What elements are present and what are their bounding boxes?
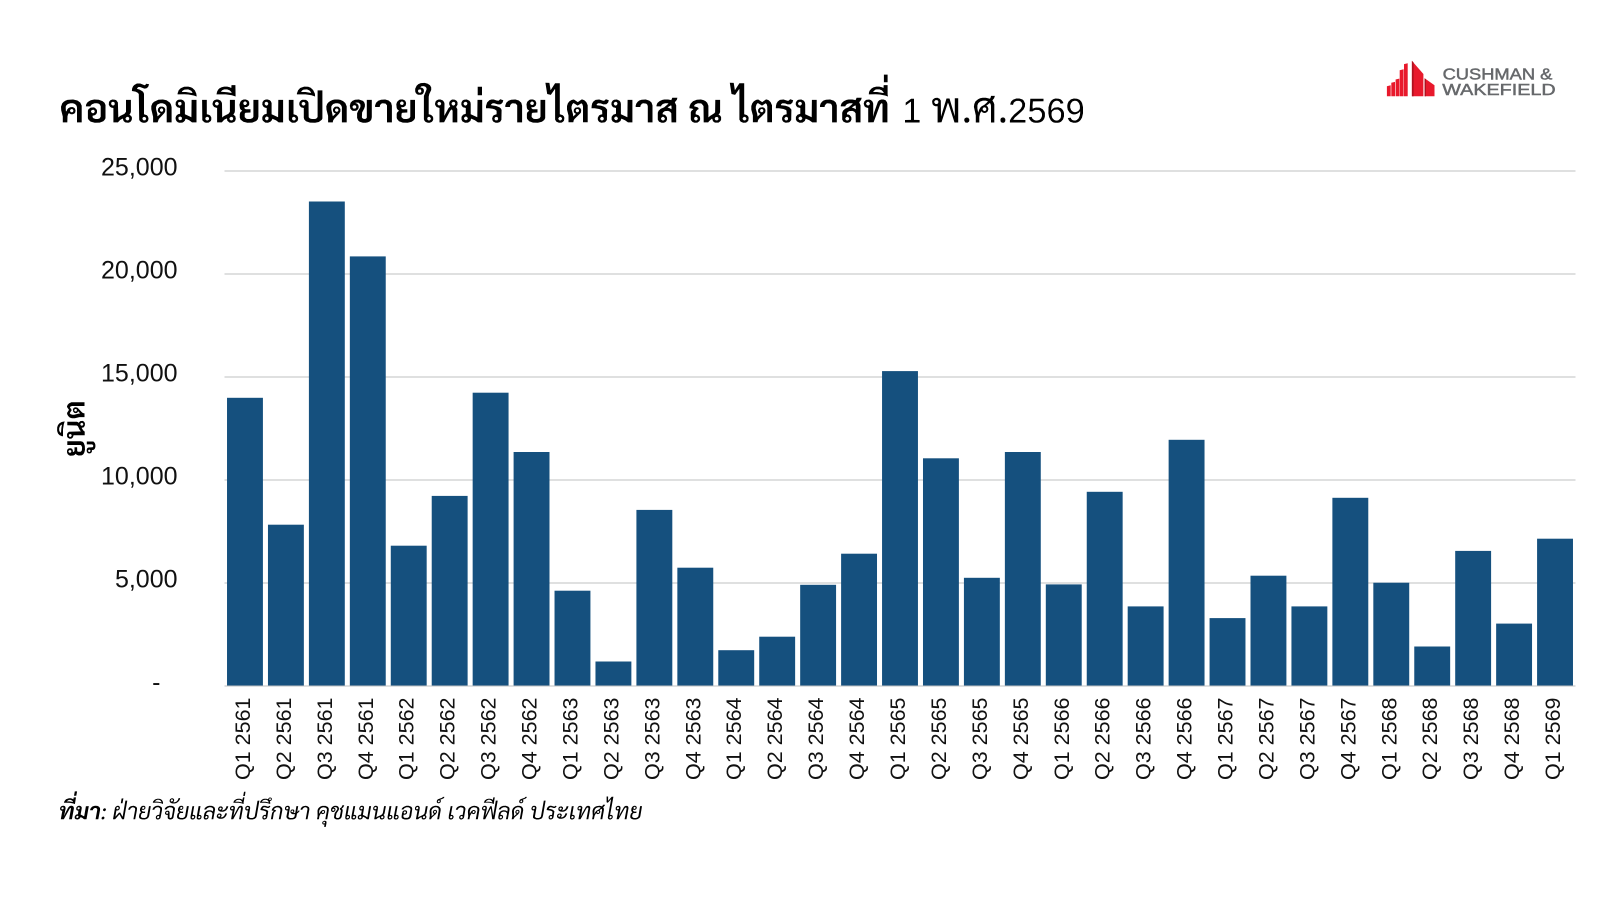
svg-text:Q4 2567: Q4 2567 <box>1336 698 1360 780</box>
svg-text:Q4 2566: Q4 2566 <box>1173 697 1197 780</box>
svg-text:Q3 2567: Q3 2567 <box>1295 698 1319 780</box>
svg-text:Q1 2561: Q1 2561 <box>231 698 255 780</box>
svg-text:20,000: 20,000 <box>101 257 177 285</box>
svg-text:WAKEFIELD: WAKEFIELD <box>1442 82 1555 99</box>
svg-text:-: - <box>152 669 160 697</box>
svg-text:Q4 2562: Q4 2562 <box>518 698 542 780</box>
svg-text:Q4 2563: Q4 2563 <box>681 697 705 780</box>
svg-text:Q4 2561: Q4 2561 <box>354 698 378 780</box>
svg-text:Q3 2568: Q3 2568 <box>1459 697 1483 780</box>
svg-text:Q1 2563: Q1 2563 <box>558 697 582 780</box>
svg-text:Q4 2565: Q4 2565 <box>1009 697 1033 780</box>
svg-text:CUSHMAN &: CUSHMAN & <box>1443 67 1554 84</box>
svg-text:Q3 2563: Q3 2563 <box>640 697 664 780</box>
svg-text:5,000: 5,000 <box>115 566 178 594</box>
svg-text:Q1 2564: Q1 2564 <box>722 697 746 780</box>
svg-text:Q2 2561: Q2 2561 <box>272 698 296 780</box>
svg-text:Q2 2563: Q2 2563 <box>599 697 623 780</box>
svg-text:Q2 2564: Q2 2564 <box>763 697 787 780</box>
svg-text:Q3 2565: Q3 2565 <box>968 697 992 780</box>
svg-text:Q4 2568: Q4 2568 <box>1500 697 1524 780</box>
svg-text:15,000: 15,000 <box>101 360 177 388</box>
svg-text:10,000: 10,000 <box>101 463 177 491</box>
svg-text:Q1 2566: Q1 2566 <box>1050 697 1074 780</box>
svg-text:Q2 2562: Q2 2562 <box>436 698 460 780</box>
svg-text:Q4 2564: Q4 2564 <box>845 697 869 780</box>
svg-text:Q1 2567: Q1 2567 <box>1214 698 1238 780</box>
svg-text:Q3 2564: Q3 2564 <box>804 697 828 780</box>
svg-text:Q2 2565: Q2 2565 <box>927 697 951 780</box>
svg-text:Q1 2565: Q1 2565 <box>886 697 910 780</box>
svg-text:25,000: 25,000 <box>101 154 177 182</box>
svg-text:Q3 2562: Q3 2562 <box>477 698 501 780</box>
svg-text:Q2 2567: Q2 2567 <box>1254 698 1278 780</box>
svg-text:Q3 2566: Q3 2566 <box>1132 697 1156 780</box>
svg-text:Q3 2561: Q3 2561 <box>313 698 337 780</box>
svg-text:Q1 2568: Q1 2568 <box>1377 697 1401 780</box>
svg-text:Q1 2562: Q1 2562 <box>395 698 419 780</box>
svg-text:Q2 2568: Q2 2568 <box>1418 697 1442 780</box>
svg-text:Q2 2566: Q2 2566 <box>1091 697 1115 780</box>
svg-text:Q1 2569: Q1 2569 <box>1541 698 1565 780</box>
